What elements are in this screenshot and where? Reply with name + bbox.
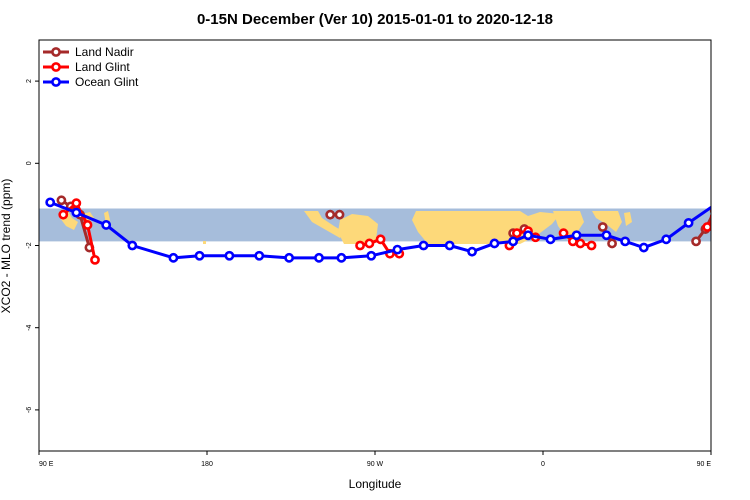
y-tick-label: 0 — [26, 161, 33, 165]
data-point-land-glint — [375, 234, 386, 245]
legend-entry-land-glint: Land Glint — [43, 60, 130, 74]
x-tick-label: 180 — [201, 461, 213, 468]
data-point-ocean-glint — [45, 197, 56, 208]
data-point-ocean-glint — [418, 240, 429, 251]
data-point-ocean-glint — [620, 236, 631, 247]
x-tick-label: 90 E — [697, 461, 712, 468]
data-point-ocean-glint — [467, 246, 477, 257]
data-point-land-glint — [586, 240, 597, 251]
y-axis-title: XCO2 - MLO trend (ppm) — [0, 179, 13, 314]
data-point-land-nadir — [709, 207, 711, 214]
legend-entry-land-nadir: Land Nadir — [43, 45, 134, 59]
legend-label-ocean-glint: Ocean Glint — [75, 75, 139, 89]
data-point-land-nadir — [730, 246, 737, 253]
data-point-land-nadir — [691, 236, 701, 247]
data-point-ocean-glint — [127, 240, 138, 251]
data-point-land-glint — [90, 254, 100, 265]
data-point-land-glint — [722, 211, 729, 218]
data-point-ocean-glint — [314, 252, 324, 263]
series-line-ocean-glint — [49, 200, 711, 260]
data-point-land-nadir — [325, 209, 336, 220]
data-point-ocean-glint — [224, 250, 235, 261]
data-point-land-glint — [58, 209, 69, 220]
data-point-land-nadir — [56, 195, 67, 206]
series-line-land-glint — [706, 219, 711, 228]
central-america-landmass — [304, 211, 344, 238]
plot-area — [39, 195, 750, 265]
y-axis: 2 0 -2 -4 -6 — [26, 79, 39, 413]
data-point-land-glint — [745, 256, 750, 263]
data-point-ocean-glint — [601, 230, 612, 241]
data-point-ocean-glint — [366, 250, 377, 261]
data-point-ocean-glint — [444, 240, 455, 251]
data-point-land-glint — [364, 238, 375, 249]
data-point-land-nadir — [597, 222, 608, 232]
data-point-land-glint — [702, 222, 711, 232]
data-point-ocean-glint — [741, 221, 748, 228]
data-point-land-nadir — [334, 209, 345, 220]
legend: Land Nadir Land Glint Ocean Glint — [43, 45, 139, 89]
legend-marker-land-glint — [51, 62, 61, 72]
legend-marker-ocean-glint — [51, 77, 61, 87]
data-point-ocean-glint — [571, 230, 582, 241]
y-tick-label: -2 — [26, 242, 33, 248]
data-point-ocean-glint — [168, 252, 179, 263]
legend-marker-land-nadir — [51, 47, 61, 57]
data-point-ocean-glint — [661, 234, 672, 245]
pacific-islet — [203, 241, 206, 244]
data-point-land-glint — [355, 240, 365, 251]
data-point-land-glint — [575, 238, 586, 249]
data-point-ocean-glint — [715, 199, 722, 206]
x-axis: 90 E 180 90 W 0 90 E — [38, 451, 712, 468]
series-line-land-nadir — [694, 214, 711, 243]
legend-entry-ocean-glint: Ocean Glint — [43, 75, 139, 89]
data-point-ocean-glint — [392, 244, 403, 255]
x-tick-label: 90 E — [39, 461, 54, 468]
southeast-asia-landmass — [592, 211, 622, 232]
series-land-nadir — [56, 195, 737, 253]
x-tick-label: 0 — [541, 461, 545, 468]
data-point-land-glint — [737, 201, 744, 208]
data-point-land-glint — [82, 220, 93, 230]
legend-label-land-nadir: Land Nadir — [75, 45, 134, 59]
y-tick-label: -4 — [26, 324, 33, 330]
data-point-land-nadir — [720, 197, 727, 204]
y-tick-label: -6 — [26, 407, 33, 413]
legend-label-land-glint: Land Glint — [75, 60, 130, 74]
data-point-ocean-glint — [523, 230, 533, 241]
data-point-ocean-glint — [638, 242, 649, 253]
data-point-ocean-glint — [489, 238, 500, 249]
x-tick-label: 90 W — [367, 461, 384, 468]
x-axis-title: Longitude — [349, 477, 402, 491]
data-point-land-glint — [71, 198, 82, 209]
data-point-ocean-glint — [508, 236, 519, 247]
data-point-ocean-glint — [545, 234, 556, 245]
data-point-land-glint — [511, 228, 522, 239]
chart-title: 0-15N December (Ver 10) 2015-01-01 to 20… — [197, 11, 553, 28]
data-point-land-nadir — [607, 238, 617, 249]
data-point-ocean-glint — [284, 252, 295, 263]
series-layer — [45, 195, 750, 265]
south-america-landmass — [338, 214, 378, 244]
data-point-ocean-glint — [336, 252, 347, 263]
data-point-ocean-glint — [194, 250, 205, 261]
data-point-land-glint — [709, 213, 711, 220]
series-ocean-glint — [45, 197, 748, 263]
data-point-ocean-glint — [683, 217, 694, 228]
data-point-ocean-glint — [254, 250, 265, 261]
y-tick-label: 2 — [26, 79, 33, 83]
data-point-ocean-glint — [71, 207, 82, 218]
philippines-east-landmass — [624, 212, 632, 226]
data-point-ocean-glint — [101, 220, 112, 230]
